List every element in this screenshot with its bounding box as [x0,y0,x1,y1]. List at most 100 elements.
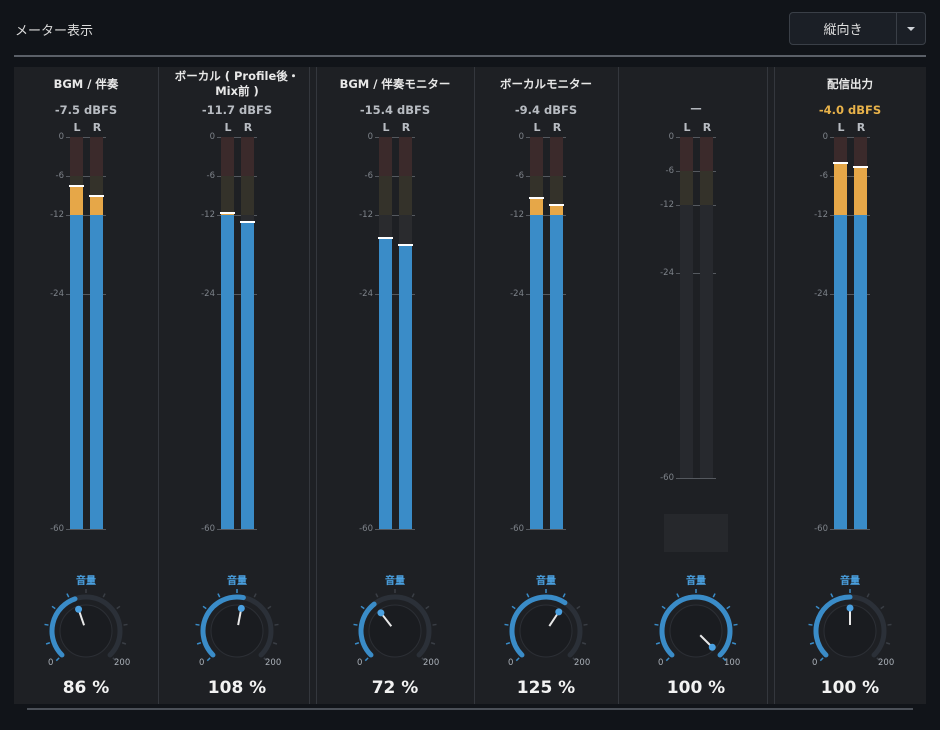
meter-clip-zone [550,137,563,177]
knob-tick [830,593,834,598]
volume-label: 音量 [536,576,556,587]
knob-tick [876,657,881,662]
knob-min-label: 0 [812,658,817,668]
volume-percent: 100 % [820,678,880,698]
knob-tick [576,605,581,610]
knob-pointer [78,611,86,626]
meter-panel: BGM / 伴奏 -7.5 dBFS L R 0 -6 -12 -24 -60 音量 0 200 86 … [14,67,926,704]
knob-body [210,604,264,658]
scale-tick-line [217,529,257,530]
knob-tick [583,623,588,626]
meter-warn-zone [221,176,234,216]
knob-pointer [548,613,558,627]
volume-knob[interactable]: 0 200 [498,587,594,669]
scale-tick-label: -6 [364,171,373,182]
scale-tick-line [676,137,716,138]
meter-level-r [550,215,563,529]
scale-tick-line [526,215,566,217]
knob-pointer [237,611,242,626]
scale-tick-line [676,478,716,479]
channel-level-readout: -15.4 dBFS [359,103,431,117]
empty-meter-placeholder [664,514,728,552]
scale-tick-line [217,293,257,295]
meter-clip-zone [379,137,392,177]
knob-max-label: 200 [878,658,894,668]
channel-left-label: L [224,121,232,134]
knob-tick [866,593,870,598]
volume-percent: 72 % [371,678,419,698]
meter-clip-zone [700,137,713,172]
scale-tick-label: 0 [58,132,64,142]
knob-value-arc [200,594,246,658]
knob-value-arc [659,594,733,658]
volume-knob[interactable]: 0 200 [802,587,898,669]
channel-right-label: R [552,121,562,134]
chevron-down-icon[interactable] [897,13,925,44]
knob-tick [123,623,128,626]
channel-right-label: R [243,121,253,134]
knob-tick [712,593,716,598]
scale-tick-line [830,176,870,178]
knob-tick [411,593,415,598]
meter-clip-zone [70,137,83,177]
meter-level-l [221,215,234,529]
volume-knob[interactable]: 0 200 [189,587,285,669]
volume-label: 音量 [76,576,96,587]
channel-separator [316,67,317,704]
meter-level-warn-l [834,163,847,216]
knob-value-arc [509,594,568,658]
channel-left-label: L [683,121,691,134]
volume-knob[interactable]: 0 100 [648,587,744,669]
knob-tick [572,657,577,662]
knob-tick [819,657,824,662]
scale-tick-label: -24 [660,268,674,279]
knob-tick [432,623,437,626]
meter-peak-marker-r [853,166,868,169]
meter-peak-marker-r [240,220,255,223]
knob-body [368,604,422,658]
meter-level-l [834,215,847,529]
channel-name: ボーカル ( Profile後・ [174,69,300,83]
channel-separator [309,67,310,704]
scale-tick-line [66,137,106,138]
knob-tick [360,605,365,610]
knob-tick [809,642,815,645]
knob-tick [815,605,820,610]
channel-right-label: R [856,121,866,134]
meter-peak-marker-r [89,194,104,197]
scale-tick-label: -12 [201,210,215,221]
scale-tick-line [830,215,870,217]
knob-indicator-dot [377,609,385,617]
meter-level-r [241,221,254,529]
knob-tick [655,642,661,645]
scale-tick-line [217,215,257,217]
knob-tick [511,605,516,610]
meter-level-r [90,215,103,529]
meter-clip-zone [399,137,412,177]
scale-tick-line [66,529,106,530]
volume-label: 音量 [385,576,405,587]
channel-strip: ボーカル ( Profile後・ Mix前 ) -11.7 dBFS L R 0 -6 -12… [158,67,316,704]
channel-name: BGM / 伴奏 [53,77,119,91]
knob-max-label: 200 [114,658,130,668]
knob-max-label: 200 [574,658,590,668]
scale-tick-label: -24 [201,288,215,299]
scale-tick-label: -60 [50,524,64,534]
knob-value-arc [49,596,78,658]
volume-knob[interactable]: 0 200 [38,587,134,669]
volume-knob[interactable]: 0 200 [347,587,443,669]
knob-tick [654,623,659,626]
orientation-dropdown-value[interactable]: 縦向き [790,13,897,44]
orientation-dropdown[interactable]: 縦向き [789,12,926,45]
knob-tick [887,623,892,626]
volume-percent: 108 % [207,678,267,698]
scale-tick-label: 0 [668,132,674,142]
knob-tick [206,657,211,662]
knob-tick [267,605,272,610]
scale-tick-label: 0 [209,132,215,142]
volume-label: 音量 [840,576,860,587]
scale-tick-label: -24 [50,288,64,299]
meter-clip-zone [241,137,254,177]
knob-pointer [699,634,711,646]
knob-max-label: 200 [423,658,439,668]
